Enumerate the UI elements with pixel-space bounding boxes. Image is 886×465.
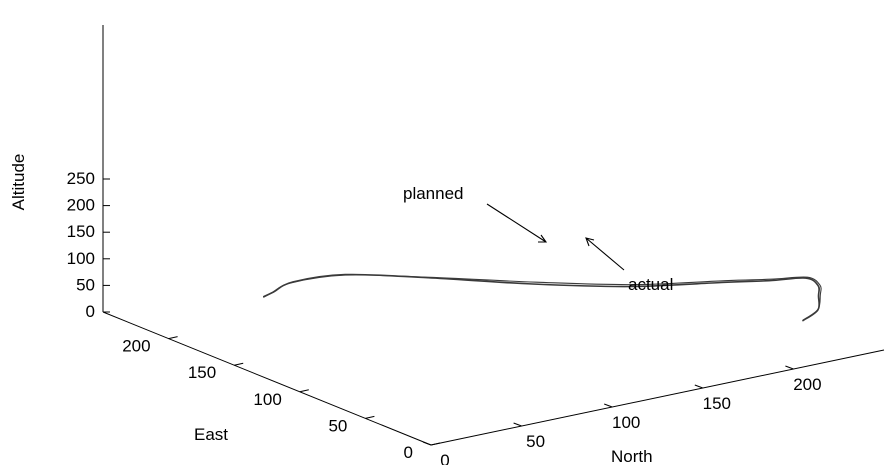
altitude-tick-label: 100: [67, 249, 95, 268]
series: [263, 273, 822, 322]
altitude-axis-label: Altitude: [9, 154, 28, 211]
axes: [102, 25, 885, 446]
north-axis-line: [430, 349, 885, 446]
axis-ticks: 0 50 100 150 200 250 0 50 100 150 200 0 50 100 150 200: [67, 169, 822, 465]
north-tick-mark: [604, 403, 613, 408]
actual-annotation-label: actual: [628, 275, 673, 294]
east-tick-mark: [168, 336, 178, 340]
axis-labels: Altitude East North: [9, 154, 653, 465]
north-tick-mark: [785, 365, 794, 370]
east-axis-label: East: [194, 425, 228, 444]
altitude-tick-label: 0: [86, 302, 95, 321]
east-tick-label: 150: [188, 363, 216, 382]
north-tick-label: 100: [612, 413, 640, 432]
east-tick-label: 200: [122, 337, 150, 356]
north-axis-label: North: [611, 447, 653, 465]
actual-arrow: [585, 237, 625, 271]
east-tick-label: 100: [253, 390, 281, 409]
altitude-tick-label: 200: [67, 196, 95, 215]
planned-arrow: [486, 203, 548, 243]
east-axis-line: [102, 311, 432, 446]
actual-trajectory-line: [263, 273, 821, 322]
altitude-tick-label: 250: [67, 169, 95, 188]
annotations: planned actual: [403, 184, 673, 294]
north-tick-label: 0: [440, 451, 449, 465]
north-tick-mark: [694, 384, 703, 389]
east-tick-mark: [430, 442, 441, 446]
north-tick-mark: [422, 441, 432, 446]
altitude-tick-label: 150: [67, 222, 95, 241]
north-tick-label: 50: [526, 432, 545, 451]
north-tick-label: 200: [793, 375, 821, 394]
north-tick-mark: [513, 422, 522, 427]
east-tick-mark: [365, 415, 375, 419]
east-tick-mark: [234, 362, 244, 366]
planned-annotation-label: planned: [403, 184, 464, 203]
east-tick-mark: [299, 389, 309, 393]
north-tick-label: 150: [703, 394, 731, 413]
east-tick-label: 50: [328, 416, 347, 435]
east-tick-label: 0: [404, 443, 413, 462]
altitude-tick-label: 50: [76, 275, 95, 294]
